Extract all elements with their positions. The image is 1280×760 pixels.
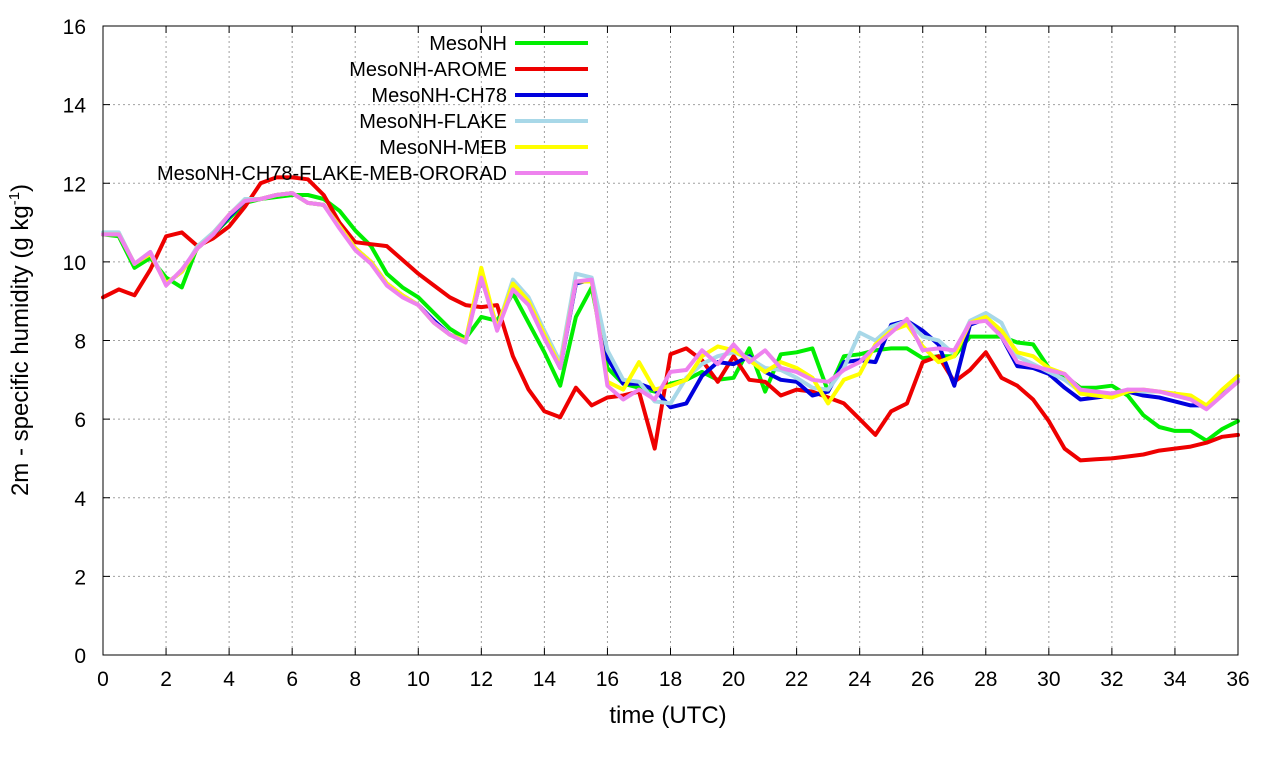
- x-tick-label: 2: [160, 668, 172, 691]
- y-tick-label: 10: [63, 252, 86, 275]
- legend-label-4: MesoNH-MEB: [379, 137, 507, 159]
- y-tick-label: 0: [74, 645, 86, 668]
- series-line-5: [101, 191, 1240, 412]
- x-tick-label: 22: [785, 668, 808, 691]
- x-tick-label: 32: [1100, 668, 1123, 691]
- x-tick-label: 4: [223, 668, 235, 691]
- x-tick-label: 10: [407, 668, 430, 691]
- x-tick-label: 14: [533, 668, 557, 691]
- x-tick-label: 6: [286, 668, 298, 691]
- x-tick-label: 24: [848, 668, 872, 691]
- y-tick-label: 4: [74, 488, 86, 511]
- x-tick-label: 0: [97, 668, 109, 691]
- ticks: 0 2 4 6 8 10 12 14 16 18 20 22 24 26 28 30 32 34 360246810…: [63, 16, 1250, 691]
- x-tick-label: 8: [349, 668, 361, 691]
- y-axis-label-close: ): [7, 184, 34, 192]
- y-tick-label: 14: [63, 95, 87, 118]
- series-lines: [101, 175, 1240, 463]
- x-axis-label: time (UTC): [609, 702, 726, 729]
- legend-label-0: MesoNH: [429, 33, 507, 55]
- series-line-1: [101, 175, 1240, 463]
- legend-label-5: MesoNH-CH78-FLAKE-MEB-ORORAD: [157, 163, 507, 185]
- x-tick-label: 28: [974, 668, 997, 691]
- x-tick-label: 26: [911, 668, 934, 691]
- y-tick-label: 16: [63, 16, 86, 39]
- y-tick-label: 8: [74, 331, 86, 354]
- legend: MesoNH MesoNH-AROME MesoNH-CH78 MesoNH-FLAK…: [157, 33, 588, 185]
- x-tick-label: 18: [659, 668, 682, 691]
- x-tick-label: 16: [596, 668, 619, 691]
- y-axis-label-main: 2m - specific humidity (g kg: [7, 205, 34, 496]
- y-tick-label: 12: [63, 173, 86, 196]
- y-tick-label: 2: [74, 566, 86, 589]
- legend-label-1: MesoNH-AROME: [349, 59, 507, 81]
- x-tick-label: 30: [1037, 668, 1060, 691]
- x-tick-label: 36: [1226, 668, 1249, 691]
- x-tick-label: 34: [1163, 668, 1187, 691]
- legend-label-2: MesoNH-CH78: [371, 85, 507, 107]
- y-tick-label: 6: [74, 409, 86, 432]
- y-axis-label: 2m - specific humidity (g kg-1): [6, 184, 34, 496]
- legend-label-3: MesoNH-FLAKE: [359, 111, 507, 133]
- x-tick-label: 12: [470, 668, 493, 691]
- x-tick-label: 20: [722, 668, 745, 691]
- y-axis-label-sup: -1: [6, 192, 23, 205]
